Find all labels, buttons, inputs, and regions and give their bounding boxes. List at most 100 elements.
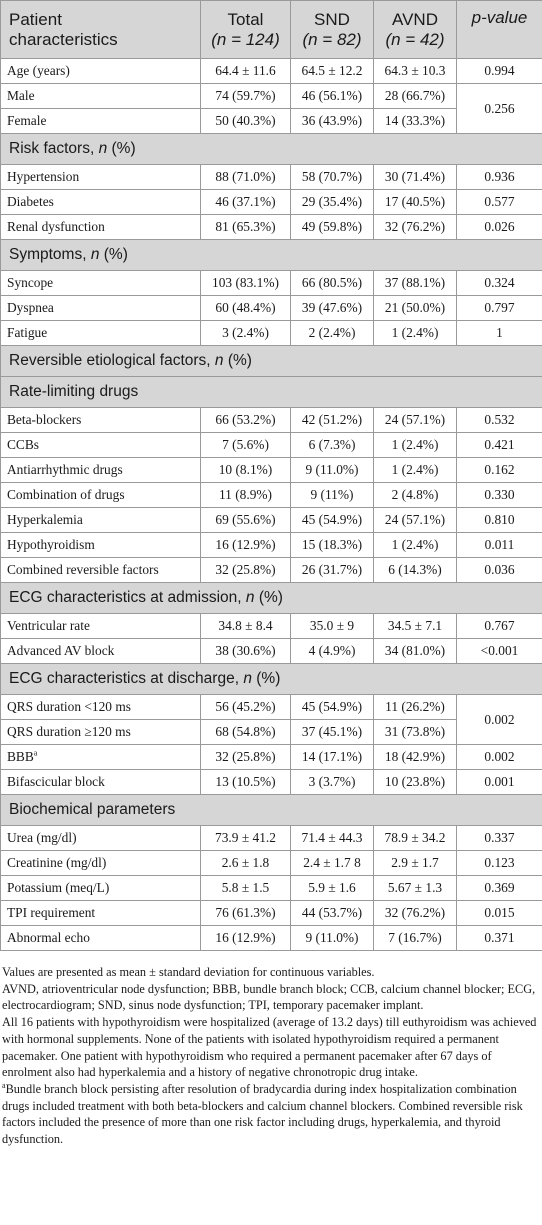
pvalue-cell: 0.036 [456, 557, 542, 583]
table-row: Potassium (meq/L) 5.8 ± 1.5 5.9 ± 1.6 5.67 … [0, 875, 542, 901]
total-cell: 56 (45.2%) [200, 694, 291, 720]
table-body: Age (years) 64.4 ± 11.6 64.5 ± 12.2 64.3 ± … [0, 58, 542, 951]
rate-limiting-drugs-label: Antiarrhythmic drugs [0, 457, 201, 483]
snd-cell: 49 (59.8%) [290, 214, 374, 240]
row-label-text: Creatinine (mg/dl) [7, 855, 107, 870]
footnote-values: Values are presented as mean ± standard … [2, 965, 375, 979]
snd-cell: 3 (3.7%) [290, 769, 374, 795]
header-snd: SND (n = 82) [290, 0, 374, 59]
avnd-cell: 18 (42.9%) [373, 744, 457, 770]
table-row: Abnormal echo 16 (12.9%) 9 (11.0%) 7 (16.7%… [0, 925, 542, 951]
avnd-cell: 30 (71.4%) [373, 164, 457, 190]
table-row: Hypertension 88 (71.0%) 58 (70.7%) 30 (71.4… [0, 164, 542, 190]
total-cell: 68 (54.8%) [200, 719, 291, 745]
total-cell: 103 (83.1%) [200, 270, 291, 296]
total-cell: 5.8 ± 1.5 [200, 875, 291, 901]
row-label-text: Bifascicular block [7, 774, 105, 789]
ecg-discharge-section-header: ECG characteristics at discharge, n (%) [0, 663, 542, 695]
row-label-text: Age (years) [7, 63, 70, 78]
total-cell: 13 (10.5%) [200, 769, 291, 795]
snd-cell: 9 (11.0%) [290, 925, 374, 951]
row-label-text: Dyspnea [7, 300, 54, 315]
ecg-discharge-label: QRS duration ≥120 ms [0, 719, 201, 745]
table-row: Diabetes 46 (37.1%) 29 (35.4%) 17 (40.5%) 0.… [0, 189, 542, 215]
snd-cell: 5.9 ± 1.6 [290, 875, 374, 901]
row-label-text: CCBs [7, 437, 40, 452]
header-pvalue: p-value [456, 0, 542, 59]
risk-factors-section-header: Risk factors, n (%) [0, 133, 542, 165]
risk-factors-label: Renal dysfunction [0, 214, 201, 240]
row-label-text: Hyperkalemia [7, 512, 83, 527]
row-label-text: Female [7, 113, 47, 128]
avnd-cell: 2 (4.8%) [373, 482, 457, 508]
italic-n: n [90, 246, 100, 263]
row-label-text: Combined reversible factors [7, 562, 159, 577]
total-cell: 32 (25.8%) [200, 744, 291, 770]
table-row: BBBa 32 (25.8%) 14 (17.1%) 18 (42.9%) 0.002 [0, 744, 542, 770]
italic-n: n [214, 352, 224, 369]
snd-cell: 15 (18.3%) [290, 532, 374, 558]
row-label-text: Syncope [7, 275, 54, 290]
patient-characteristics-table: Patient characteristics Total (n = 124) SN… [0, 0, 542, 951]
footnote-hypothyroidism: All 16 patients with hypothyroidism were… [2, 1015, 537, 1080]
avnd-cell: 34 (81.0%) [373, 638, 457, 664]
reversible-factors-section-title: Reversible etiological factors, n (%) [0, 345, 542, 377]
total-cell: 64.4 ± 11.6 [200, 58, 291, 84]
row-label-text: QRS duration ≥120 ms [7, 724, 131, 739]
footnote-bbb: aBundle branch block persisting after re… [2, 1081, 540, 1148]
snd-cell: 66 (80.5%) [290, 270, 374, 296]
footnote-bbb-marker: a [2, 1080, 6, 1090]
total-cell: 3 (2.4%) [200, 320, 291, 346]
table-row: CCBs 7 (5.6%) 6 (7.3%) 1 (2.4%) 0.421 [0, 432, 542, 458]
rate-limiting-drugs-label: Beta-blockers [0, 407, 201, 433]
table-row: QRS duration <120 ms 56 (45.2%) 45 (54.9%)… [0, 694, 542, 745]
header-avnd: AVND (n = 42) [373, 0, 457, 59]
table-row: QRS duration ≥120 ms 68 (54.8%) 37 (45.1%)… [0, 719, 542, 745]
avnd-cell: 2.9 ± 1.7 [373, 850, 457, 876]
avnd-cell: 10 (23.8%) [373, 769, 457, 795]
avnd-cell: 28 (66.7%) [373, 83, 457, 109]
header-characteristics-line1: Patient [9, 9, 62, 29]
pvalue-cell: 0.011 [456, 532, 542, 558]
avnd-cell: 32 (76.2%) [373, 214, 457, 240]
table-row: Dyspnea 60 (48.4%) 39 (47.6%) 21 (50.0%) 0.7… [0, 295, 542, 321]
pvalue-cell: 0.797 [456, 295, 542, 321]
rate-limiting-drugs-label: CCBs [0, 432, 201, 458]
snd-cell: 46 (56.1%) [290, 83, 374, 109]
demographics-label: Female [0, 108, 201, 134]
row-label-text: Male [7, 88, 35, 103]
avnd-cell: 6 (14.3%) [373, 557, 457, 583]
pvalue-cell: 0.421 [456, 432, 542, 458]
footnote-marker: a [33, 748, 38, 758]
row-label-text: Fatigue [7, 325, 48, 340]
symptoms-label: Fatigue [0, 320, 201, 346]
table-row: Syncope 103 (83.1%) 66 (80.5%) 37 (88.1%) 0.… [0, 270, 542, 296]
total-cell: 88 (71.0%) [200, 164, 291, 190]
total-cell: 34.8 ± 8.4 [200, 613, 291, 639]
pvalue-cell: 0.330 [456, 482, 542, 508]
avnd-cell: 78.9 ± 34.2 [373, 825, 457, 851]
avnd-cell: 1 (2.4%) [373, 457, 457, 483]
snd-cell: 45 (54.9%) [290, 507, 374, 533]
pvalue-cell: <0.001 [456, 638, 542, 664]
row-label-text: BBB [7, 749, 34, 764]
pvalue-cell: 0.532 [456, 407, 542, 433]
avnd-cell: 21 (50.0%) [373, 295, 457, 321]
symptoms-section-title: Symptoms, n (%) [0, 239, 542, 271]
table-row: Fatigue 3 (2.4%) 2 (2.4%) 1 (2.4%) 1 [0, 320, 542, 346]
total-cell: 60 (48.4%) [200, 295, 291, 321]
snd-cell: 4 (4.9%) [290, 638, 374, 664]
biochemical-label: Abnormal echo [0, 925, 201, 951]
symptoms-label: Syncope [0, 270, 201, 296]
table-row: Beta-blockers 66 (53.2%) 42 (51.2%) 24 (57.… [0, 407, 542, 433]
table-row: Male 74 (59.7%) 46 (56.1%) 28 (66.7%) 0.256 [0, 83, 542, 134]
header-avnd-line1: AVND [392, 9, 438, 29]
snd-cell: 39 (47.6%) [290, 295, 374, 321]
header-total-line1: Total [227, 9, 264, 29]
pvalue-cell: 0.002 [456, 744, 542, 770]
italic-n: n [245, 589, 255, 606]
snd-cell: 58 (70.7%) [290, 164, 374, 190]
table-footnotes: Values are presented as mean ± standard … [2, 964, 540, 1148]
pvalue-cell: 0.577 [456, 189, 542, 215]
total-cell: 46 (37.1%) [200, 189, 291, 215]
